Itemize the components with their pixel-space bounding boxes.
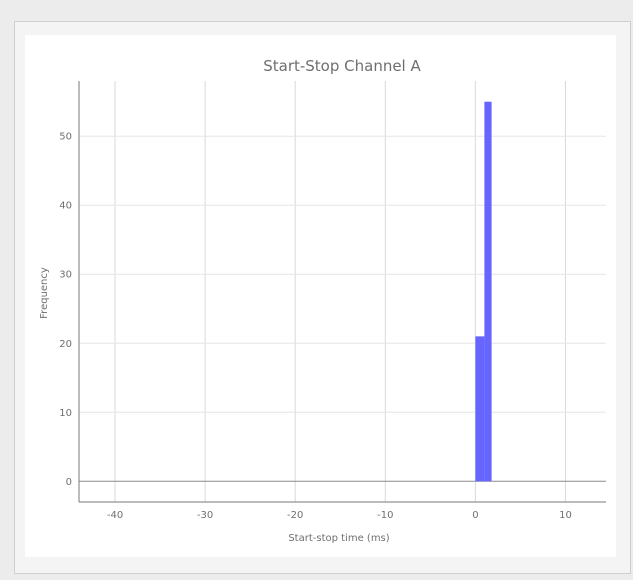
histogram-bar	[484, 101, 492, 482]
grid	[79, 81, 606, 502]
x-axis-label: Start-stop time (ms)	[288, 533, 389, 544]
x-tick-label: 0	[472, 510, 478, 521]
y-tick-label: 40	[59, 201, 72, 212]
x-tick-labels: -40 -30 -20 -10 0 10	[107, 510, 572, 521]
y-tick-label: 0	[66, 477, 72, 488]
chart-panel	[25, 35, 616, 557]
x-tick-label: 10	[559, 510, 572, 521]
axes	[78, 81, 606, 503]
y-tick-label: 30	[59, 270, 72, 281]
x-tick-label: -20	[287, 510, 303, 521]
y-tick-label: 50	[59, 132, 72, 143]
bars	[475, 101, 492, 482]
chart-title: Start-Stop Channel A	[263, 57, 421, 75]
x-tick-label: -40	[107, 510, 123, 521]
y-tick-labels: 0 10 20 30 40 50	[59, 132, 72, 488]
y-tick-label: 20	[59, 339, 72, 350]
y-axis-label: Frequency	[39, 267, 50, 319]
x-tick-label: -30	[197, 510, 213, 521]
y-tick-label: 10	[59, 408, 72, 419]
histogram-bar	[475, 336, 485, 482]
x-tick-label: -10	[377, 510, 393, 521]
